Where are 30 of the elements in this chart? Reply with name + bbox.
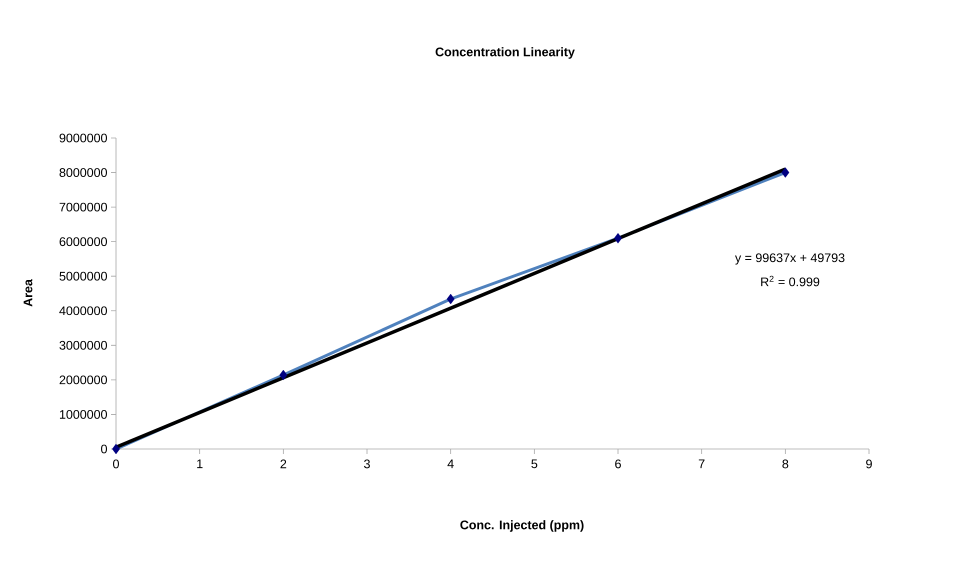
x-tick-label: 9 bbox=[866, 460, 872, 468]
x-tick-label: 5 bbox=[531, 460, 538, 468]
x-tick-label: 8 bbox=[782, 460, 788, 468]
y-tick-label: 2000000 bbox=[60, 375, 107, 384]
x-tick-label: 1 bbox=[197, 460, 203, 468]
y-tick-label: 3000000 bbox=[59, 340, 107, 350]
point bbox=[781, 167, 790, 178]
y-tick-label: 0 bbox=[101, 444, 107, 454]
y-tick-label: 6000000 bbox=[60, 237, 107, 246]
x-tick-label: 2 bbox=[280, 460, 286, 468]
point bbox=[112, 444, 120, 454]
y-tick-label: 9000000 bbox=[60, 134, 107, 142]
y-tick-label: 1000000 bbox=[60, 410, 107, 419]
x-axis-title: Conc. Injected (ppm) bbox=[460, 520, 584, 532]
x-tick-label: 3 bbox=[364, 460, 370, 468]
point bbox=[614, 232, 622, 244]
x-tick-label: 7 bbox=[698, 460, 705, 468]
y-tick-label: 4000000 bbox=[59, 306, 107, 316]
x-tick-label: 0 bbox=[113, 460, 119, 468]
y-tick-label: 8000000 bbox=[60, 168, 107, 177]
point bbox=[279, 370, 288, 380]
point bbox=[446, 294, 455, 304]
x-tick-label: 6 bbox=[615, 460, 621, 468]
y-tick-label: 5000000 bbox=[60, 272, 107, 281]
x-tick-label: 4 bbox=[447, 460, 454, 468]
chart-title: Concentration Linearity bbox=[436, 47, 575, 59]
y-tick-label: 7000000 bbox=[60, 202, 107, 212]
y-axis-title: Area bbox=[24, 279, 32, 307]
annotation: y = 99637x + 49793 bbox=[734, 253, 844, 265]
annotation: R$^{2}$ = 0.999 bbox=[761, 276, 820, 286]
